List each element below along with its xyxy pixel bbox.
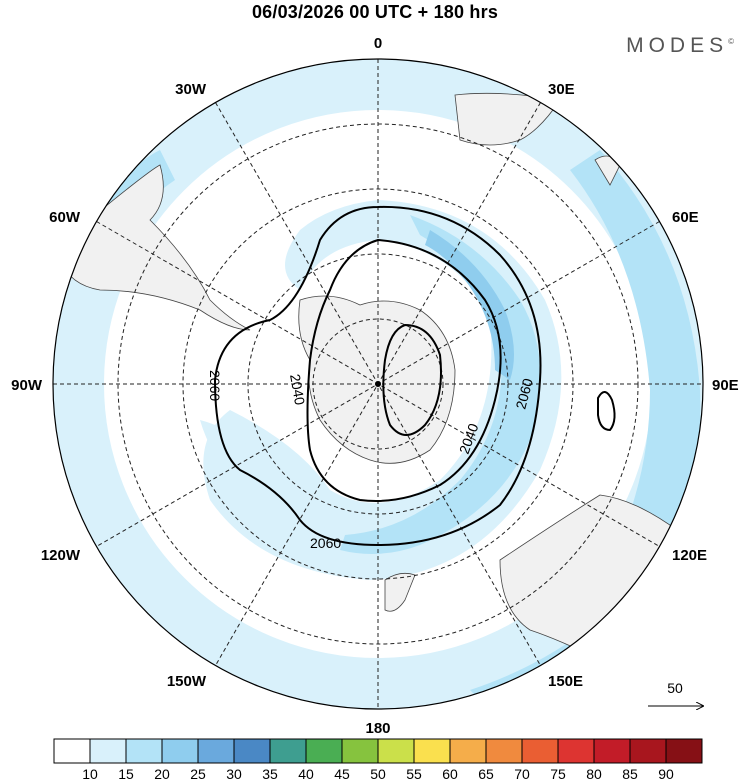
contour-label-2060-east: 2060 — [512, 376, 536, 410]
colorbar-tick-label: 50 — [370, 766, 386, 782]
colorbar-swatch — [521, 738, 559, 764]
colorbar-swatch — [413, 738, 451, 764]
colorbar-swatch — [593, 738, 631, 764]
south-africa — [454, 92, 561, 146]
reference-vector-label: 50 — [667, 680, 683, 696]
contour-2060 — [213, 205, 542, 547]
colorbar-tick-label: 90 — [658, 766, 674, 782]
copyright-mark: © — [728, 37, 734, 46]
colorbar-swatch — [197, 738, 235, 764]
colorbar-swatch — [449, 738, 487, 764]
colorbar-tick-label: 30 — [226, 766, 242, 782]
colorbar-swatch — [629, 738, 667, 764]
colorbar-swatch — [233, 738, 271, 764]
lon-label-30w: 30W — [175, 81, 207, 98]
lon-label-90e: 90E — [712, 377, 739, 394]
colorbar-tick-label: 45 — [334, 766, 350, 782]
colorbar-swatch — [89, 738, 127, 764]
colorbar-swatch — [557, 738, 595, 764]
colorbar-swatch — [161, 738, 199, 764]
contour-2040 — [306, 238, 502, 502]
colorbar-tick-label: 35 — [262, 766, 278, 782]
colorbar: 10 15 20 25 30 35 40 45 50 55 60 65 70 75 80 85 90 — [53, 738, 703, 782]
colorbar-tick-label: 80 — [586, 766, 602, 782]
brand-logo: MODES© — [626, 34, 734, 58]
land — [59, 92, 701, 661]
colorbar-tick-label: 70 — [514, 766, 530, 782]
lon-label-120e: 120E — [672, 547, 707, 564]
colorbar-swatch — [341, 738, 379, 764]
lon-label-60e: 60E — [672, 209, 699, 226]
south-pole-marker — [375, 381, 381, 387]
lon-label-150e: 150E — [548, 673, 583, 690]
contour-label-2060-west: 2060 — [207, 370, 223, 401]
colorbar-swatch — [125, 738, 163, 764]
brand-name: MODES — [626, 34, 729, 57]
wind-band-east — [570, 150, 701, 610]
new-zealand — [384, 572, 416, 612]
geopotential-contours — [213, 205, 616, 547]
colorbar-tick-label: 10 — [82, 766, 98, 782]
lon-label-90w: 90W — [11, 377, 43, 394]
contour-inner — [382, 323, 442, 436]
colorbar-tick-label: 60 — [442, 766, 458, 782]
colorbar-swatch — [665, 738, 703, 764]
lon-label-0: 0 — [374, 35, 382, 52]
colorbar-tick-label: 15 — [118, 766, 134, 782]
contour-closed-east — [597, 391, 616, 432]
south-america — [59, 164, 251, 331]
colorbar-tick-label: 65 — [478, 766, 494, 782]
jet-core — [425, 230, 514, 380]
map-title: 06/03/2026 00 UTC + 180 hrs — [251, 2, 499, 22]
lon-label-120w: 120W — [41, 547, 81, 564]
lon-label-180: 180 — [365, 720, 390, 737]
colorbar-swatch — [377, 738, 415, 764]
colorbar-swatch — [485, 738, 523, 764]
colorbar-swatch — [305, 738, 343, 764]
colorbar-tick-label: 75 — [550, 766, 566, 782]
contour-label-2060-south: 2060 — [310, 535, 341, 551]
colorbar-swatch — [269, 738, 307, 764]
colorbar-tick-label: 85 — [622, 766, 638, 782]
colorbar-tick-label: 55 — [406, 766, 422, 782]
map-border — [52, 58, 704, 710]
colorbar-tick-label: 25 — [190, 766, 206, 782]
colorbar-tick-label: 40 — [298, 766, 314, 782]
reference-vector: 50 — [648, 680, 703, 706]
lon-label-60w: 60W — [49, 209, 81, 226]
colorbar-tick-label: 20 — [154, 766, 170, 782]
longitude-labels: 0 30E 60E 90E 120E 150E 180 150W 120W 90… — [11, 35, 739, 737]
lon-label-150w: 150W — [167, 673, 207, 690]
colorbar-swatch — [53, 738, 91, 764]
contour-label-2040-west: 2040 — [287, 373, 308, 407]
lon-label-30e: 30E — [548, 81, 575, 98]
